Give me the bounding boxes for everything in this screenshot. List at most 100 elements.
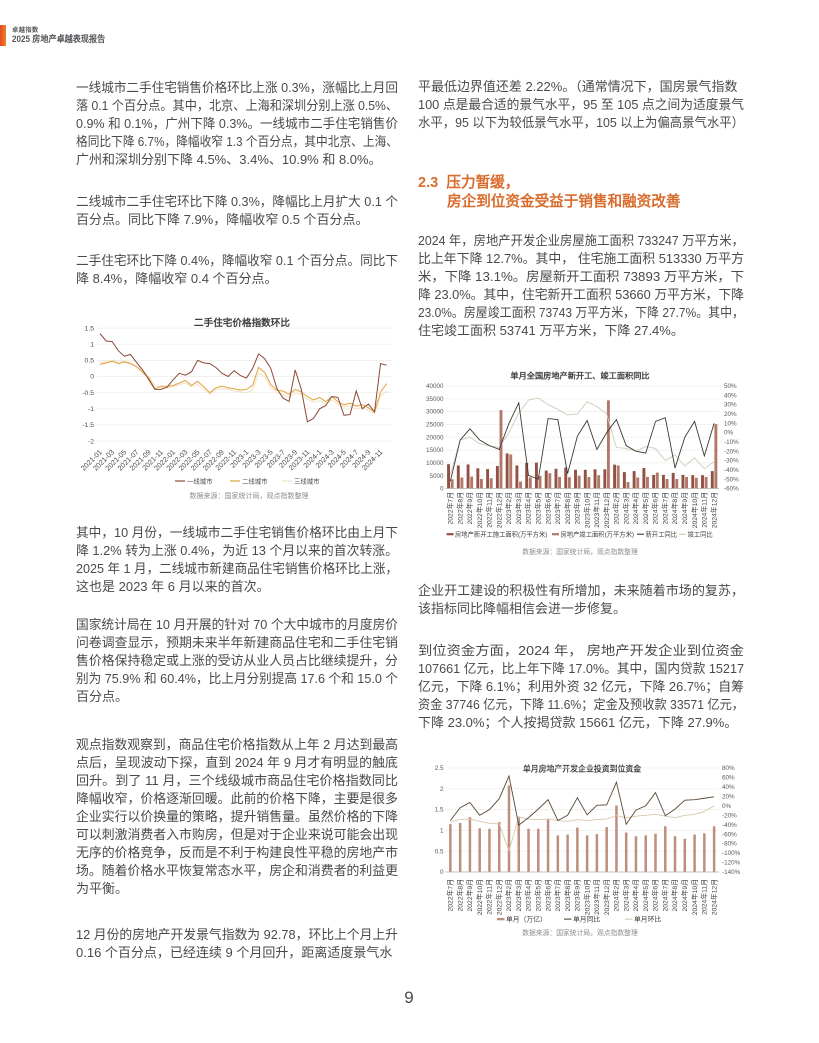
svg-text:10000: 10000 (426, 460, 444, 467)
svg-text:单月房地产开发企业投资到位资金: 单月房地产开发企业投资到位资金 (523, 764, 641, 774)
svg-text:2024年7月: 2024年7月 (660, 879, 669, 912)
svg-text:-1.5: -1.5 (82, 422, 94, 429)
svg-text:2024年11月: 2024年11月 (700, 879, 709, 915)
svg-text:2023年7月: 2023年7月 (553, 879, 562, 912)
svg-text:单月全国房地产新开工、竣工面积同比: 单月全国房地产新开工、竣工面积同比 (510, 371, 649, 381)
svg-text:新开工同比: 新开工同比 (646, 530, 677, 539)
svg-text:-50%: -50% (724, 476, 739, 483)
svg-text:2023年9月: 2023年9月 (573, 879, 582, 912)
svg-text:20000: 20000 (426, 434, 444, 441)
svg-text:0.5: 0.5 (435, 848, 444, 855)
svg-text:10%: 10% (724, 420, 737, 427)
svg-text:30%: 30% (724, 402, 737, 409)
svg-text:2024年12月: 2024年12月 (709, 492, 718, 528)
svg-text:20%: 20% (722, 794, 735, 801)
svg-text:1: 1 (90, 341, 94, 348)
svg-text:2024年5月: 2024年5月 (641, 879, 650, 912)
svg-text:单月同比: 单月同比 (573, 915, 600, 924)
svg-text:2024年12月: 2024年12月 (709, 879, 718, 915)
svg-text:2024年3月: 2024年3月 (621, 879, 630, 912)
svg-text:-140%: -140% (722, 869, 741, 876)
svg-text:35000: 35000 (426, 396, 444, 403)
svg-text:-60%: -60% (722, 831, 737, 838)
svg-text:2024年11月: 2024年11月 (700, 492, 709, 528)
svg-text:三线城市: 三线城市 (294, 477, 320, 486)
svg-text:2022年11月: 2022年11月 (485, 492, 494, 528)
svg-text:2024年3月: 2024年3月 (621, 492, 630, 525)
svg-text:2024年10月: 2024年10月 (690, 879, 699, 915)
svg-text:2023年4月: 2023年4月 (524, 492, 533, 525)
svg-text:数据来源：国家统计局，观点指数整理: 数据来源：国家统计局，观点指数整理 (522, 547, 638, 556)
svg-text:0: 0 (440, 869, 444, 876)
svg-text:一线城市: 一线城市 (187, 477, 213, 486)
svg-text:40000: 40000 (426, 383, 444, 390)
svg-text:数据来源：国家统计局，观点指数整理: 数据来源：国家统计局，观点指数整理 (522, 928, 638, 937)
svg-text:2023年10月: 2023年10月 (582, 492, 591, 528)
svg-text:-80%: -80% (722, 841, 737, 848)
svg-text:-60%: -60% (724, 486, 739, 493)
svg-text:-30%: -30% (724, 458, 739, 465)
svg-text:2023年6月: 2023年6月 (543, 492, 552, 525)
svg-text:2023年8月: 2023年8月 (563, 879, 572, 912)
svg-text:单月环比: 单月环比 (634, 915, 661, 924)
svg-text:2023年10月: 2023年10月 (582, 879, 591, 915)
svg-text:房地产新开工施工面积(万平方米): 房地产新开工施工面积(万平方米) (455, 530, 547, 539)
svg-text:2023年5月: 2023年5月 (533, 492, 542, 525)
svg-text:2024年7月: 2024年7月 (660, 492, 669, 525)
svg-text:2024年8月: 2024年8月 (670, 879, 679, 912)
svg-text:竣工同比: 竣工同比 (688, 530, 713, 539)
svg-text:二手住宅价格指数环比: 二手住宅价格指数环比 (194, 317, 290, 329)
svg-text:80%: 80% (722, 765, 735, 772)
svg-text:50%: 50% (724, 383, 737, 390)
svg-text:2024年9月: 2024年9月 (680, 492, 689, 525)
svg-text:2023年7月: 2023年7月 (553, 492, 562, 525)
svg-text:1.5: 1.5 (85, 325, 95, 332)
svg-text:2024年5月: 2024年5月 (641, 492, 650, 525)
svg-text:2024年4月: 2024年4月 (631, 879, 640, 912)
svg-text:2023年8月: 2023年8月 (563, 492, 572, 525)
svg-text:40%: 40% (724, 392, 737, 399)
svg-text:-40%: -40% (722, 822, 737, 829)
svg-text:2023年3月: 2023年3月 (514, 492, 523, 525)
svg-text:2023年2月: 2023年2月 (504, 492, 513, 525)
svg-text:15000: 15000 (426, 447, 444, 454)
svg-text:40%: 40% (722, 784, 735, 791)
svg-text:2023年11月: 2023年11月 (592, 492, 601, 528)
svg-text:2022年12月: 2022年12月 (494, 492, 503, 528)
svg-text:2023年2月: 2023年2月 (504, 879, 513, 912)
svg-text:二线城市: 二线城市 (242, 477, 268, 486)
svg-text:-2: -2 (88, 438, 94, 445)
svg-text:2022年11月: 2022年11月 (485, 879, 494, 915)
svg-text:2022年8月: 2022年8月 (455, 879, 464, 912)
svg-text:0: 0 (440, 486, 444, 493)
svg-text:2024年6月: 2024年6月 (651, 879, 660, 912)
svg-text:-20%: -20% (724, 448, 739, 455)
svg-text:2023年9月: 2023年9月 (573, 492, 582, 525)
svg-text:数据来源：国家统计局，观点指数整理: 数据来源：国家统计局，观点指数整理 (190, 491, 309, 500)
svg-text:2022年7月: 2022年7月 (446, 492, 455, 525)
svg-text:2022年12月: 2022年12月 (494, 879, 503, 915)
svg-text:2022年7月: 2022年7月 (446, 879, 455, 912)
svg-text:-120%: -120% (722, 860, 741, 867)
svg-text:-40%: -40% (724, 467, 739, 474)
svg-text:2024年10月: 2024年10月 (690, 492, 699, 528)
svg-text:2024年2月: 2024年2月 (612, 879, 621, 912)
svg-text:25000: 25000 (426, 422, 444, 429)
svg-text:0.5: 0.5 (85, 358, 95, 365)
svg-text:-1: -1 (88, 406, 94, 413)
svg-text:2023年12月: 2023年12月 (602, 879, 611, 915)
svg-text:2023年11月: 2023年11月 (592, 879, 601, 915)
svg-text:60%: 60% (722, 775, 735, 782)
svg-text:2023年5月: 2023年5月 (533, 879, 542, 912)
svg-text:2024年4月: 2024年4月 (631, 492, 640, 525)
svg-text:2024年2月: 2024年2月 (612, 492, 621, 525)
svg-text:0%: 0% (722, 803, 732, 810)
svg-text:1.5: 1.5 (435, 807, 444, 814)
svg-text:2: 2 (440, 786, 444, 793)
svg-text:2023年4月: 2023年4月 (524, 879, 533, 912)
svg-text:房地产竣工面积(万平方米): 房地产竣工面积(万平方米) (561, 530, 634, 539)
svg-text:2023年3月: 2023年3月 (514, 879, 523, 912)
svg-text:-10%: -10% (724, 439, 739, 446)
svg-text:30000: 30000 (426, 409, 444, 416)
svg-text:5000: 5000 (429, 473, 444, 480)
